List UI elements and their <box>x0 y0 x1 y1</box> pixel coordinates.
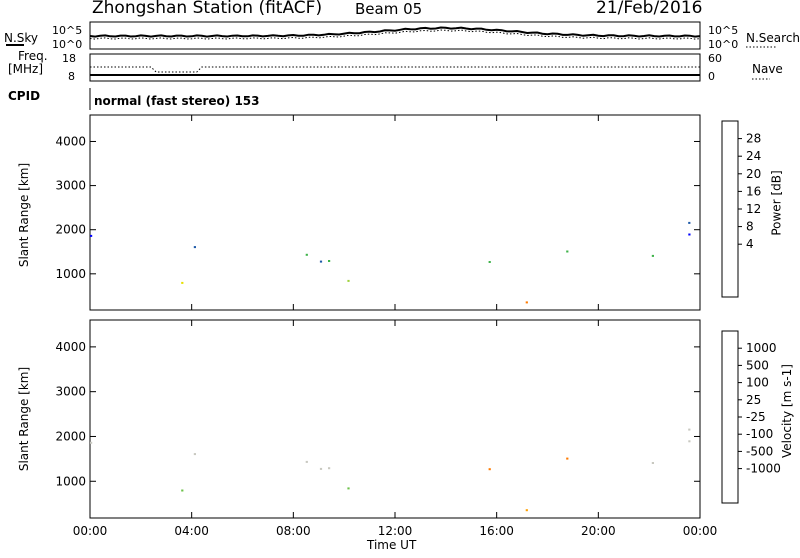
power-colorbar-tick-label: 8 <box>746 220 754 234</box>
power-colorbar-tick-label: 28 <box>746 132 761 146</box>
nave-tick-top: 60 <box>708 52 722 65</box>
velocity-colorbar-tick-label: -1000 <box>746 462 781 476</box>
power-colorbar-tick-label: 12 <box>746 202 761 216</box>
velocity-cell <box>90 441 93 444</box>
freq-unit: [MHz] <box>8 62 44 76</box>
power-cell <box>688 233 691 236</box>
velocity-cell <box>193 453 196 456</box>
nsearch-line <box>89 29 701 40</box>
power-cell <box>319 260 323 263</box>
power-cell <box>90 234 93 237</box>
power-cell <box>181 281 184 284</box>
velocity-cell <box>181 489 184 492</box>
x-tick-label: 08:00 <box>276 524 311 538</box>
velocity-cell <box>488 468 491 471</box>
velocity-colorbar-tick-label: 25 <box>746 393 761 407</box>
station-title: Zhongshan Station (fitACF) <box>92 0 323 18</box>
power-cell <box>347 279 350 282</box>
velocity-cell <box>347 487 350 490</box>
power-colorbar-tick-label: 24 <box>746 149 761 163</box>
power-ytick-label: 2000 <box>55 223 86 237</box>
power-ylabel: Slant Range [km] <box>17 162 32 268</box>
velocity-colorbar-tick-label: -100 <box>746 427 773 441</box>
velocity-cell <box>525 509 528 512</box>
power-colorbar-frame <box>721 120 739 298</box>
x-tick-label: 20:00 <box>581 524 616 538</box>
x-tick-label: 12:00 <box>378 524 413 538</box>
freq-tick-top: 18 <box>62 52 76 65</box>
power-cell <box>651 254 654 257</box>
velocity-cell <box>566 457 569 460</box>
velocity-cell <box>688 440 691 443</box>
nave-line <box>90 66 700 73</box>
cpid-text: normal (fast stereo) 153 <box>94 94 260 108</box>
x-tick-label: 16:00 <box>479 524 514 538</box>
velocity-colorbar-frame <box>721 330 739 504</box>
power-panel-frame <box>89 114 701 311</box>
nsky-line <box>89 26 701 38</box>
nsky-tick-top: 10^5 <box>52 24 83 37</box>
velocity-ytick-label: 4000 <box>55 340 86 354</box>
velocity-cell <box>305 460 308 463</box>
velocity-panel-frame <box>89 319 701 519</box>
velocity-cell <box>688 428 691 431</box>
velocity-colorbar-tick-label: -500 <box>746 444 773 458</box>
velocity-ytick-label: 2000 <box>55 429 86 443</box>
velocity-colorbar-tick-label: -25 <box>746 410 766 424</box>
x-tick-label: 00:00 <box>73 524 108 538</box>
x-tick-label: 04:00 <box>174 524 209 538</box>
velocity-colorbar-tick-label: 1000 <box>746 341 777 355</box>
power-cell <box>525 301 528 304</box>
date-label: 21/Feb/2016 <box>596 0 703 18</box>
power-colorbar-label: Power [dB] <box>769 170 784 236</box>
power-cell <box>328 260 331 262</box>
velocity-ytick-label: 1000 <box>55 474 86 488</box>
nsearch-label: N.Search <box>746 31 800 45</box>
power-cell <box>566 250 569 253</box>
power-colorbar-tick-label: 20 <box>746 167 761 181</box>
power-colorbar-tick-label: 16 <box>746 184 761 198</box>
velocity-colorbar-tick-label: 100 <box>746 376 769 390</box>
power-ytick-label: 1000 <box>55 267 86 281</box>
nsky-tick-bottom: 10^0 <box>52 38 83 51</box>
freq-tick-bottom: 8 <box>68 70 75 83</box>
power-colorbar-tick-label: 4 <box>746 237 754 251</box>
nsearch-tick-top: 10^5 <box>708 24 739 37</box>
x-tick-label: 00:00 <box>683 524 718 538</box>
power-ytick-label: 4000 <box>55 134 86 148</box>
velocity-cell <box>328 467 331 470</box>
velocity-ytick-label: 3000 <box>55 385 86 399</box>
cpid-label: CPID <box>8 89 41 103</box>
power-cell <box>688 221 691 224</box>
power-ytick-label: 3000 <box>55 179 86 193</box>
x-axis-label: Time UT <box>367 538 417 552</box>
nsky-label: N.Sky <box>4 31 39 45</box>
power-cell <box>488 261 491 263</box>
power-cell <box>305 253 308 256</box>
nave-label: Nave <box>752 62 783 76</box>
nsky-panel-frame <box>89 21 701 50</box>
nave-tick-bottom: 0 <box>708 70 715 83</box>
velocity-colorbar-tick-label: 500 <box>746 358 769 372</box>
freq-label: Freq. <box>18 49 48 63</box>
nsearch-tick-bottom: 10^0 <box>708 38 739 51</box>
velocity-colorbar-label: Velocity [m s-1] <box>779 364 794 458</box>
beam-label: Beam 05 <box>355 0 423 18</box>
power-cell <box>193 246 196 249</box>
velocity-cell <box>319 467 323 470</box>
velocity-ylabel: Slant Range [km] <box>17 366 32 472</box>
velocity-cell <box>651 462 654 464</box>
